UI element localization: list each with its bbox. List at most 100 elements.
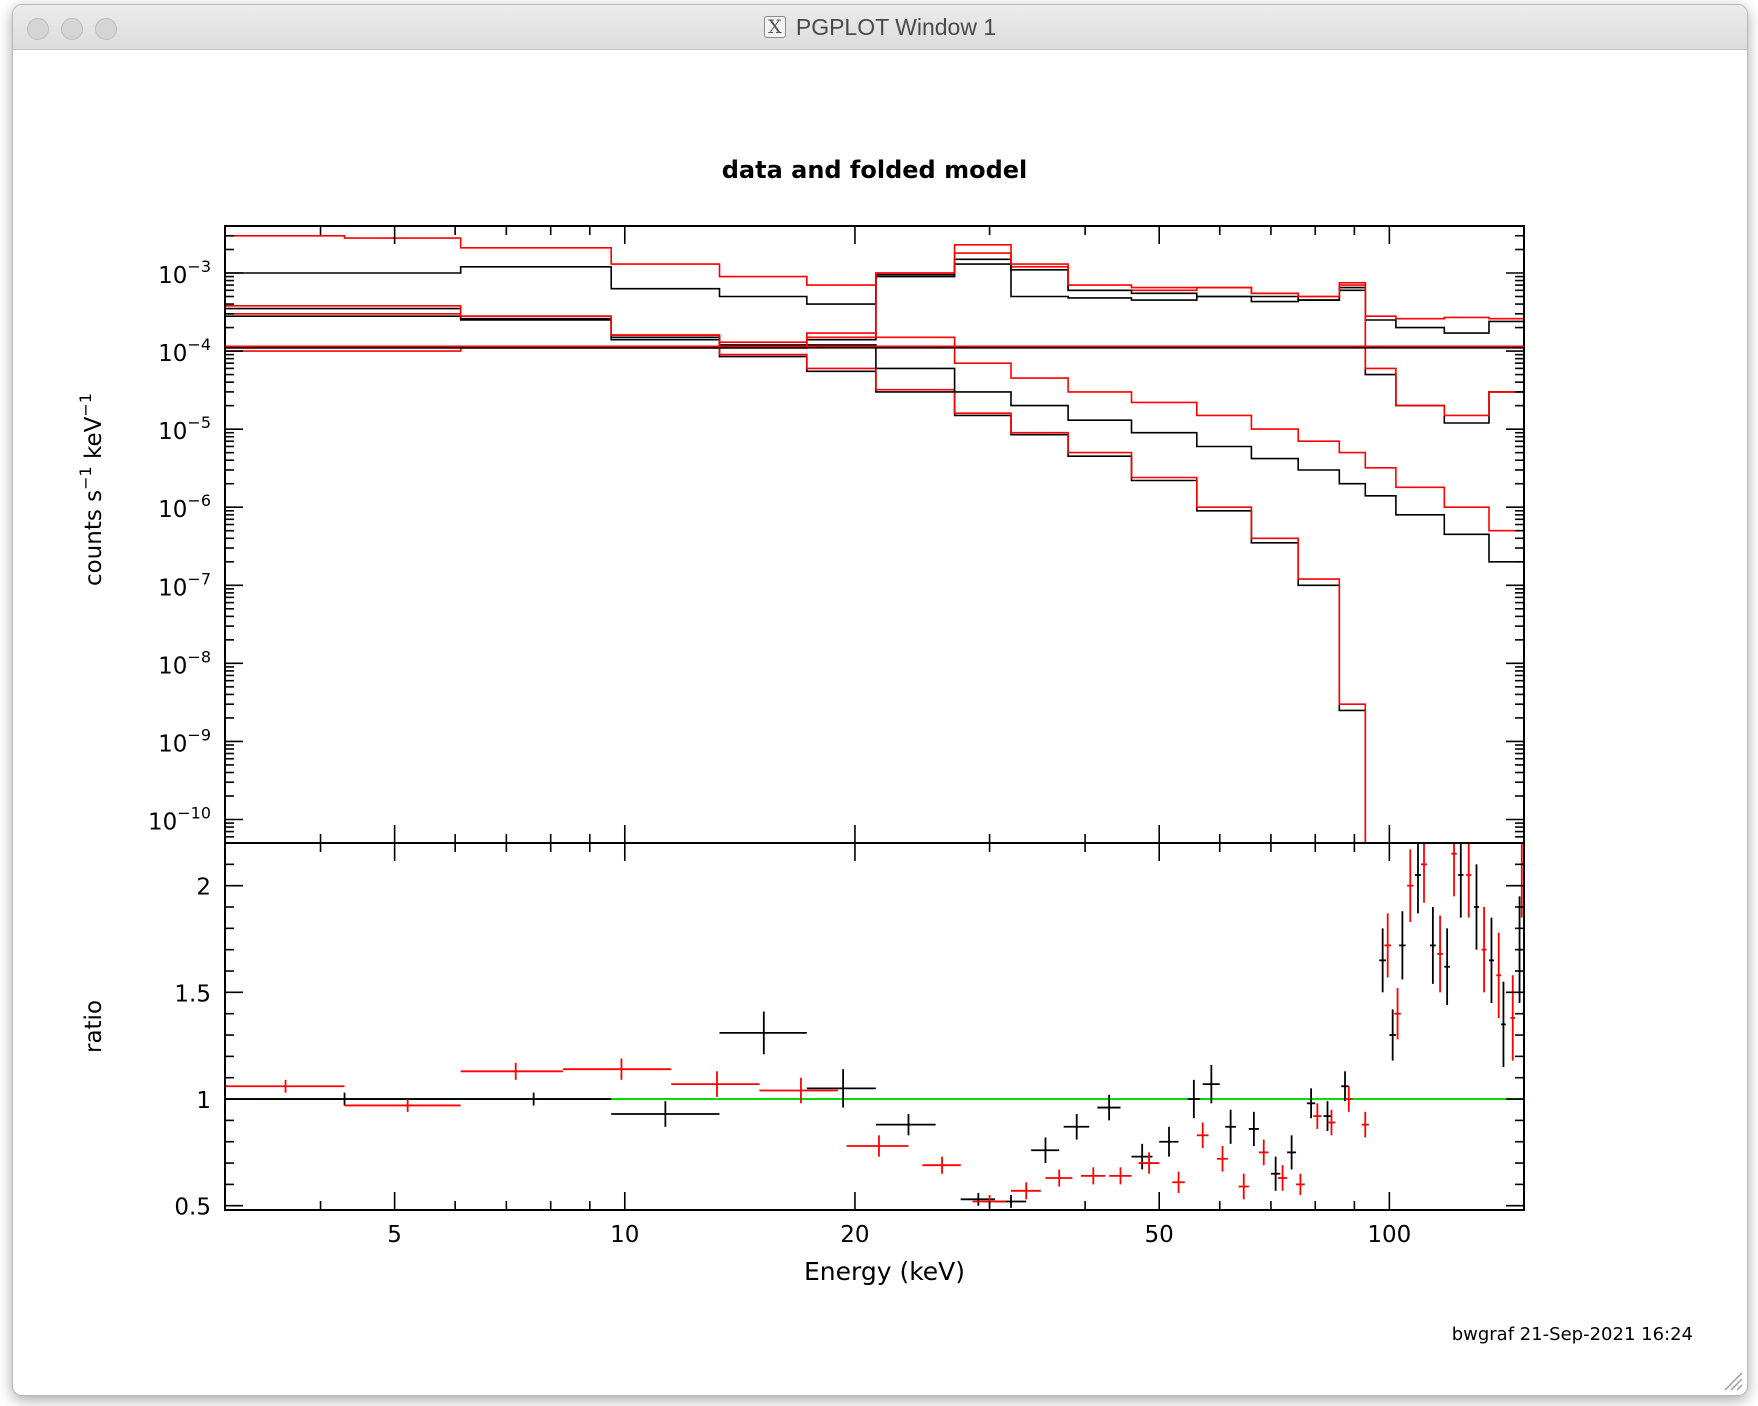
- lower-y-tick-label-3: 1.5: [174, 981, 211, 1007]
- ratio-point-1-10: [1063, 1113, 1090, 1140]
- ratio-point-2-16: [1196, 1122, 1209, 1149]
- ratio-point-2-32: [1466, 843, 1472, 918]
- ratio-point-2-29: [1421, 843, 1427, 903]
- ratio-point-1-11: [1097, 1094, 1121, 1121]
- ratio-point-1-15: [1202, 1064, 1220, 1104]
- upper-y-tick-label-8: 10−10: [148, 803, 211, 835]
- lower-y-axis-label: ratio: [81, 1000, 107, 1053]
- title-group: X PGPLOT Window 1: [13, 5, 1747, 49]
- ratio-point-2-4: [562, 1058, 672, 1080]
- ratio-point-1-27: [1429, 907, 1436, 984]
- ratio-point-1-5: [806, 1069, 876, 1108]
- x-tick-label-5: 100: [1367, 1222, 1411, 1248]
- ratio-point-2-22: [1313, 1103, 1322, 1129]
- ratio-point-1-19: [1287, 1135, 1297, 1170]
- ratio-point-2-1: [225, 1079, 345, 1093]
- ratio-point-1-2: [460, 1092, 612, 1106]
- ratio-point-1-13: [1159, 1126, 1179, 1157]
- title-bar[interactable]: X PGPLOT Window 1: [13, 5, 1747, 50]
- upper-y-tick-label-7: 10−9: [158, 725, 211, 757]
- x-tick-label-2: 10: [610, 1222, 639, 1248]
- ratio-point-1-29: [1458, 843, 1464, 918]
- ratio-point-1-18: [1270, 1156, 1281, 1191]
- x-tick-label-4: 50: [1145, 1222, 1174, 1248]
- ratio-point-2-15: [1172, 1171, 1185, 1193]
- window-title: PGPLOT Window 1: [795, 13, 997, 40]
- x11-icon: X: [763, 16, 786, 38]
- model-curve-7: [225, 344, 1524, 563]
- ratio-point-1-28: [1444, 928, 1450, 1006]
- ratio-point-2-8: [922, 1156, 961, 1174]
- ratio-point-1-26: [1414, 843, 1422, 914]
- model-curve-6: [225, 313, 1367, 843]
- ratio-point-2-2: [344, 1099, 461, 1112]
- ratio-point-2-35: [1510, 975, 1516, 1061]
- ratio-point-2-27: [1394, 988, 1401, 1040]
- chart-title: data and folded model: [722, 156, 1028, 184]
- plot-area: data and folded model 10−3 10−4 10−5 10−6 10−…: [13, 50, 1747, 1395]
- ratio-point-2-5: [671, 1071, 760, 1097]
- model-curve-1: [225, 258, 1524, 334]
- ratio-point-1-9: [1031, 1137, 1060, 1164]
- ratio-point-2-34: [1496, 932, 1502, 1018]
- model-curve-4: [225, 252, 1524, 417]
- ratio-point-2-17: [1216, 1145, 1228, 1172]
- ratio-point-2-6: [759, 1077, 838, 1104]
- lower-y-tick-label-4: 2: [196, 875, 211, 901]
- upper-panel-frame: [224, 225, 1525, 844]
- ratio-point-1-32: [1501, 981, 1506, 1068]
- x-tick-label-1: 5: [387, 1222, 402, 1248]
- ratio-point-2-26: [1384, 913, 1392, 978]
- ratio-point-1-23: [1379, 928, 1387, 993]
- spectrum-plot: data and folded model 10−3 10−4 10−5 10−6 10−…: [76, 156, 1693, 1345]
- user-date-stamp: bwgraf 21-Sep-2021 16:24: [1452, 1324, 1693, 1345]
- ratio-point-2-31: [1451, 843, 1457, 897]
- ratio-point-1-20: [1306, 1088, 1316, 1119]
- ratio-point-2-28: [1407, 849, 1414, 922]
- upper-y-tick-label-3: 10−5: [158, 413, 211, 445]
- ratio-point-1-24: [1389, 1009, 1396, 1061]
- model-curve-5: [225, 315, 1367, 843]
- upper-y-tick-label-4: 10−6: [158, 491, 211, 523]
- upper-y-tick-label-2: 10−4: [158, 335, 211, 367]
- upper-y-tick-label-6: 10−8: [158, 647, 211, 679]
- upper-y-axis-label: counts s−1 keV−1: [76, 393, 107, 586]
- ratio-point-2-14: [1138, 1152, 1160, 1174]
- ratio-point-1-21: [1323, 1101, 1332, 1132]
- x-axis-label: Energy (keV): [804, 1257, 965, 1286]
- ratio-point-1-14: [1187, 1079, 1200, 1119]
- ratio-point-1-31: [1489, 917, 1494, 1004]
- x-tick-label-3: 20: [840, 1222, 869, 1248]
- ratio-point-1-3: [611, 1101, 720, 1127]
- ratio-point-2-33: [1481, 907, 1487, 993]
- close-window-button[interactable]: [27, 18, 49, 40]
- ratio-point-1-25: [1399, 911, 1406, 980]
- ratio-point-2-18: [1238, 1173, 1249, 1200]
- upper-y-tick-label-5: 10−7: [158, 569, 211, 601]
- lower-y-tick-label-1: 0.5: [174, 1195, 211, 1221]
- lower-y-tick-label-2: 1: [196, 1088, 211, 1114]
- ratio-point-1-6: [875, 1113, 936, 1136]
- ratio-point-1-4: [719, 1011, 807, 1055]
- ratio-point-1-16: [1225, 1109, 1236, 1144]
- zoom-window-button[interactable]: [95, 18, 117, 40]
- ratio-point-2-24: [1345, 1086, 1353, 1112]
- model-curve-3: [225, 263, 1524, 424]
- lower-panel-frame: [224, 842, 1525, 1211]
- minimize-window-button[interactable]: [61, 18, 83, 40]
- ratio-point-2-10: [1011, 1182, 1041, 1200]
- ratio-point-2-7: [846, 1135, 909, 1157]
- ratio-point-2-21: [1296, 1173, 1305, 1196]
- ratio-point-1-17: [1248, 1111, 1259, 1146]
- ratio-point-2-3: [460, 1062, 563, 1080]
- resize-grip-icon[interactable]: [1721, 1369, 1743, 1391]
- model-curve-8: [225, 332, 1524, 532]
- ratio-point-2-25: [1361, 1111, 1369, 1138]
- ratio-point-2-12: [1080, 1167, 1106, 1185]
- ratio-point-2-11: [1045, 1169, 1073, 1187]
- pgplot-window: X PGPLOT Window 1 data and folded model 1…: [12, 4, 1748, 1396]
- ratio-point-2-20: [1277, 1165, 1288, 1191]
- ratio-point-2-23: [1327, 1109, 1336, 1136]
- ratio-point-1-22: [1341, 1071, 1349, 1102]
- ratio-point-2-13: [1109, 1167, 1132, 1185]
